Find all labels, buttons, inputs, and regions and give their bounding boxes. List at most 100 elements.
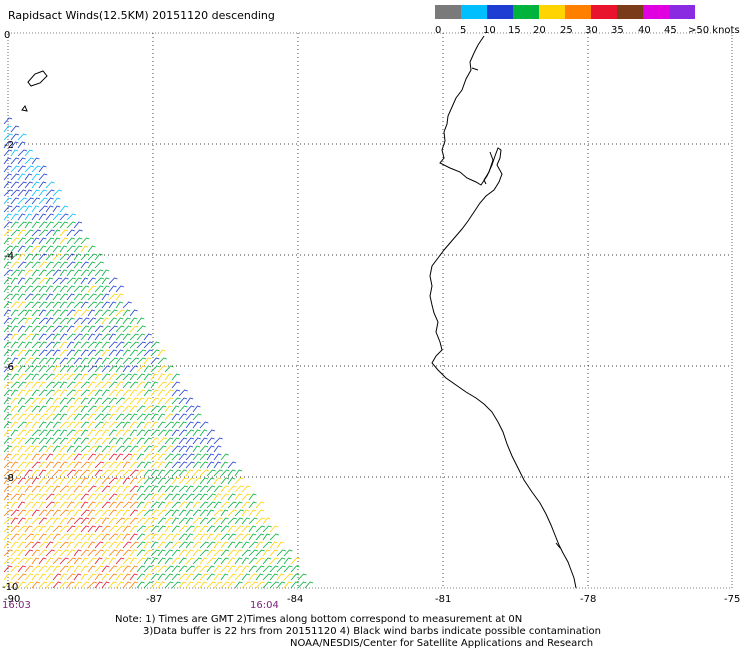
wind-barb bbox=[59, 477, 68, 485]
wind-barb bbox=[171, 397, 181, 405]
wind-barb bbox=[157, 477, 166, 485]
wind-barb bbox=[136, 373, 146, 381]
wind-barb bbox=[24, 525, 33, 533]
wind-barb bbox=[115, 341, 125, 349]
wind-barb bbox=[178, 557, 187, 565]
wind-barb bbox=[150, 493, 159, 501]
wind-barb bbox=[199, 549, 209, 557]
wind-barb bbox=[87, 517, 96, 525]
wind-barb bbox=[129, 445, 139, 453]
wind-barb bbox=[24, 317, 33, 325]
wind-barb bbox=[87, 317, 97, 325]
wind-barb bbox=[178, 541, 188, 549]
wind-barb bbox=[3, 173, 12, 181]
wind-barb bbox=[31, 501, 40, 509]
wind-barb bbox=[87, 461, 96, 469]
wind-barb bbox=[129, 421, 138, 429]
wind-barb bbox=[24, 501, 34, 509]
wind-barb bbox=[185, 437, 195, 445]
wind-barb bbox=[115, 509, 124, 517]
wind-barb bbox=[45, 573, 54, 581]
wind-barb bbox=[66, 485, 76, 493]
wind-barb bbox=[136, 317, 145, 325]
wind-barb bbox=[150, 445, 159, 453]
wind-barb bbox=[234, 541, 243, 549]
wind-barb bbox=[52, 461, 61, 469]
wind-barb bbox=[101, 469, 111, 477]
wind-barb bbox=[185, 525, 195, 533]
colorbar-label: 20 bbox=[533, 25, 546, 36]
wind-barb bbox=[122, 541, 132, 549]
wind-barb bbox=[66, 293, 75, 301]
wind-barb bbox=[199, 565, 209, 573]
wind-barb bbox=[115, 349, 124, 357]
wind-barb bbox=[143, 461, 152, 469]
wind-barb bbox=[115, 581, 125, 589]
wind-barb bbox=[108, 581, 117, 589]
wind-barb bbox=[122, 445, 132, 453]
wind-barb bbox=[38, 261, 48, 269]
wind-barb bbox=[115, 533, 125, 541]
wind-barb bbox=[80, 549, 90, 557]
wind-barb bbox=[59, 253, 70, 261]
wind-barb bbox=[234, 501, 243, 509]
wind-barb bbox=[157, 565, 167, 573]
wind-barb bbox=[227, 485, 237, 493]
wind-barb bbox=[31, 573, 40, 581]
wind-barb bbox=[73, 493, 83, 501]
wind-barb bbox=[227, 565, 236, 573]
wind-barb bbox=[220, 501, 230, 509]
wind-barb bbox=[52, 477, 63, 485]
wind-barb bbox=[45, 309, 55, 317]
wind-barb bbox=[24, 565, 34, 573]
wind-barb bbox=[45, 277, 54, 285]
wind-barb bbox=[171, 565, 181, 573]
wind-barb bbox=[94, 437, 103, 445]
wind-barb bbox=[108, 349, 117, 357]
wind-barb bbox=[136, 341, 147, 349]
wind-barb bbox=[276, 541, 285, 549]
wind-barb bbox=[10, 173, 20, 181]
wind-barb bbox=[87, 469, 97, 477]
pass-time-right: 16:04 bbox=[250, 600, 279, 611]
wind-barb bbox=[24, 461, 34, 469]
wind-barb bbox=[94, 565, 104, 573]
wind-barb bbox=[171, 477, 180, 485]
wind-barb bbox=[52, 501, 61, 509]
wind-barb bbox=[52, 541, 62, 549]
wind-barb bbox=[115, 317, 124, 325]
wind-barb bbox=[66, 397, 76, 405]
wind-barb bbox=[87, 429, 96, 437]
wind-barb bbox=[3, 197, 12, 205]
wind-barb bbox=[192, 421, 201, 429]
wind-barb bbox=[199, 429, 208, 437]
wind-barb bbox=[178, 525, 188, 533]
wind-barb bbox=[10, 389, 19, 397]
wind-barb bbox=[31, 277, 41, 285]
wind-barb bbox=[87, 357, 96, 365]
wind-barb bbox=[115, 549, 124, 557]
wind-barb bbox=[73, 349, 82, 357]
wind-barb bbox=[150, 525, 160, 533]
wind-barb bbox=[17, 253, 26, 261]
wind-barb bbox=[101, 413, 111, 421]
colorbar-swatch bbox=[669, 5, 695, 19]
wind-barb bbox=[38, 565, 48, 573]
wind-barb bbox=[73, 509, 82, 517]
wind-barb bbox=[94, 365, 104, 373]
wind-barb bbox=[227, 525, 236, 533]
wind-barb bbox=[157, 525, 166, 533]
wind-barb bbox=[10, 245, 19, 253]
wind-barb bbox=[276, 581, 286, 589]
wind-barb bbox=[94, 501, 103, 509]
wind-barb bbox=[136, 525, 146, 533]
wind-barb bbox=[17, 445, 26, 453]
wind-barb bbox=[206, 581, 217, 589]
wind-barb bbox=[38, 453, 47, 461]
wind-barb bbox=[10, 333, 19, 341]
wind-barb bbox=[38, 429, 48, 437]
wind-barb bbox=[157, 365, 167, 373]
wind-barb bbox=[276, 557, 286, 565]
colorbar-label: >50 knots bbox=[688, 25, 740, 36]
wind-barb bbox=[52, 341, 61, 349]
